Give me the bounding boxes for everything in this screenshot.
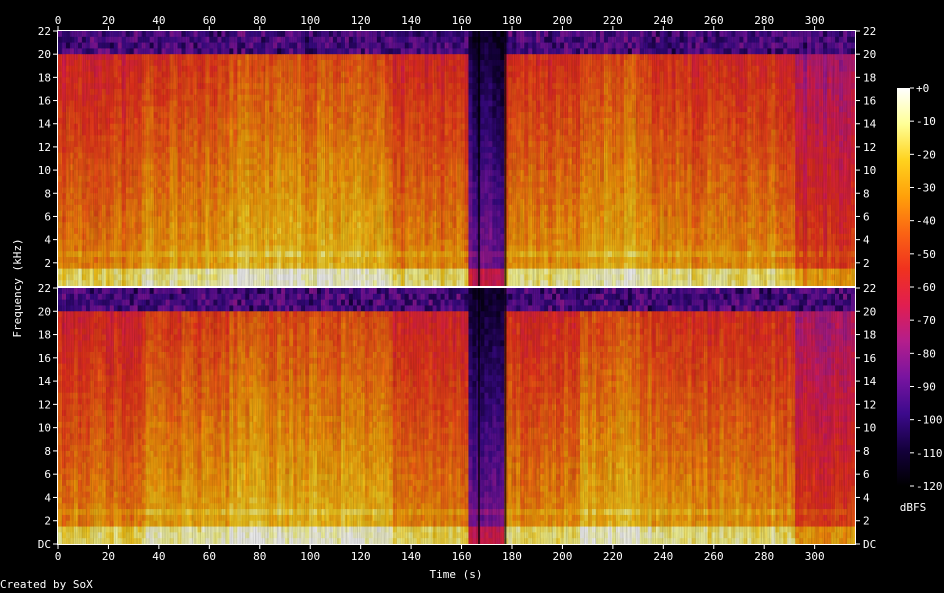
spectrogram-upper-channel [58,31,855,286]
